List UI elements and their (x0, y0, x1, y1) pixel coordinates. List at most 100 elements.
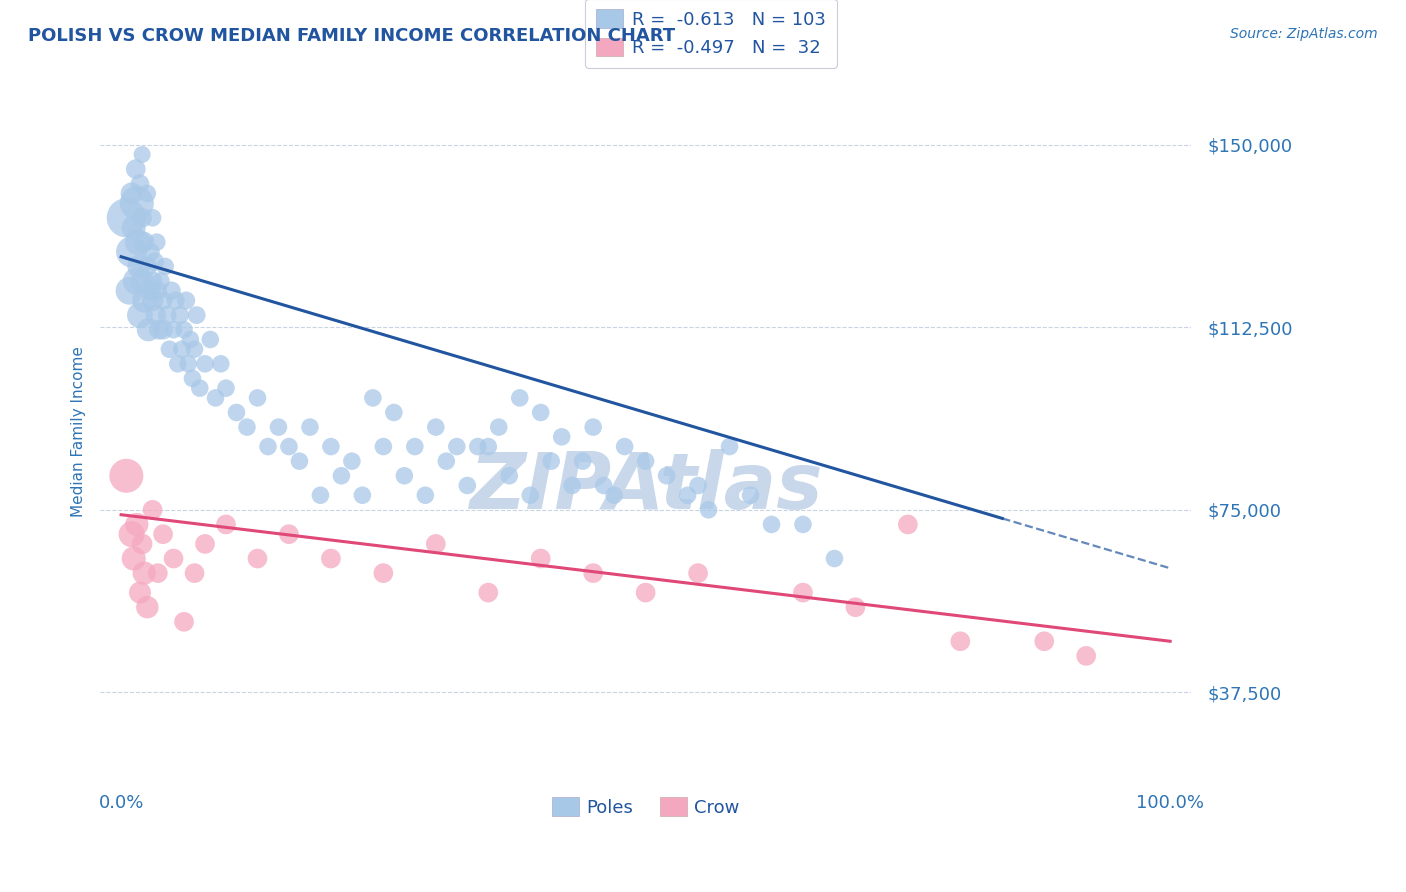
Point (209, 357, 232, 371)
Point (634, 585, 657, 599)
Point (121, 186, 143, 201)
Point (404, 440, 426, 454)
Point (530, 405, 553, 419)
Point (215, 381, 238, 395)
Point (519, 488, 541, 502)
Point (131, 274, 153, 288)
Point (425, 537, 447, 551)
Point (152, 527, 174, 541)
Point (131, 537, 153, 551)
Y-axis label: Median Family Income: Median Family Income (72, 346, 86, 517)
Point (129, 308, 152, 322)
Point (122, 551, 145, 566)
Point (686, 478, 709, 492)
Point (204, 391, 226, 405)
Point (200, 333, 222, 347)
Point (603, 488, 626, 502)
Point (145, 308, 167, 322)
Point (676, 488, 699, 502)
Point (125, 196, 148, 211)
Point (373, 566, 395, 581)
Point (740, 488, 762, 502)
Point (225, 405, 247, 419)
Point (146, 566, 169, 581)
Point (131, 147, 153, 161)
Point (550, 430, 572, 444)
Point (128, 260, 150, 274)
Text: Source: ZipAtlas.com: Source: ZipAtlas.com (1230, 27, 1378, 41)
Point (138, 323, 160, 337)
Point (373, 440, 395, 454)
Point (467, 440, 489, 454)
Point (655, 468, 678, 483)
Point (897, 517, 920, 532)
Point (146, 284, 169, 298)
Point (718, 440, 741, 454)
Point (477, 440, 499, 454)
Point (129, 585, 152, 599)
Point (183, 342, 205, 356)
Point (136, 600, 159, 615)
Point (340, 454, 363, 468)
Point (319, 440, 342, 454)
Point (761, 517, 783, 532)
Point (156, 308, 179, 322)
Point (134, 566, 156, 581)
Point (446, 440, 468, 454)
Point (179, 333, 201, 347)
Point (186, 308, 208, 322)
Point (488, 420, 510, 434)
Point (174, 293, 197, 308)
Point (127, 235, 149, 249)
Point (136, 186, 159, 201)
Point (121, 527, 143, 541)
Point (153, 260, 176, 274)
Point (246, 391, 269, 405)
Point (129, 177, 152, 191)
Point (561, 478, 583, 492)
Point (194, 357, 217, 371)
Point (278, 440, 301, 454)
Point (415, 488, 437, 502)
Point (540, 454, 562, 468)
Point (183, 566, 205, 581)
Point (278, 527, 301, 541)
Point (188, 381, 211, 395)
Point (125, 517, 148, 532)
Point (139, 244, 162, 259)
Point (498, 468, 520, 483)
Point (792, 585, 814, 599)
Point (125, 274, 148, 288)
Point (177, 357, 200, 371)
Point (166, 357, 188, 371)
Point (477, 585, 499, 599)
Point (115, 468, 138, 483)
Point (697, 503, 720, 517)
Point (352, 488, 374, 502)
Point (148, 323, 170, 337)
Point (571, 454, 593, 468)
Legend: Poles, Crow: Poles, Crow (544, 790, 747, 824)
Point (215, 517, 238, 532)
Point (949, 634, 972, 648)
Point (844, 600, 866, 615)
Point (139, 284, 162, 298)
Point (134, 235, 156, 249)
Point (142, 503, 165, 517)
Point (592, 478, 614, 492)
Point (434, 454, 457, 468)
Point (146, 235, 169, 249)
Point (394, 468, 416, 483)
Point (236, 420, 259, 434)
Point (157, 342, 180, 356)
Point (125, 162, 148, 177)
Point (309, 488, 332, 502)
Point (162, 323, 184, 337)
Point (162, 551, 184, 566)
Point (165, 293, 187, 308)
Point (169, 308, 191, 322)
Point (613, 440, 636, 454)
Point (170, 342, 193, 356)
Point (319, 551, 342, 566)
Point (160, 284, 183, 298)
